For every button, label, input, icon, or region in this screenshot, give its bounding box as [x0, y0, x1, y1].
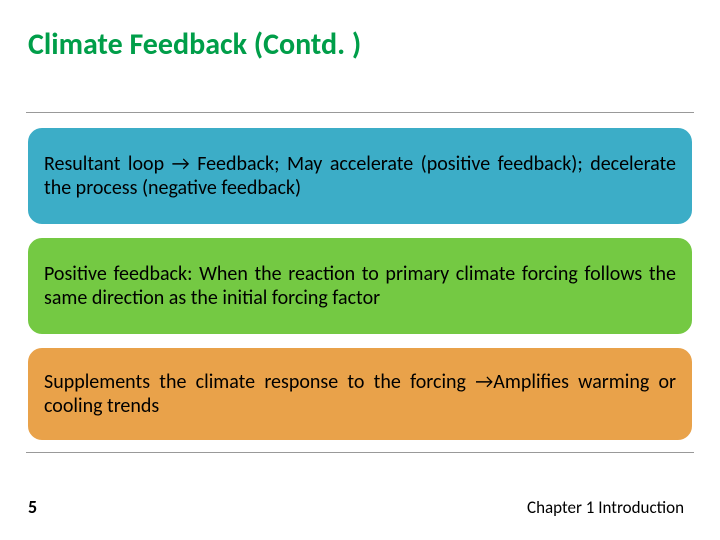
- feedback-box-1-text: Resultant loop → Feedback; May accelerat…: [44, 152, 676, 200]
- page-number: 5: [28, 496, 37, 518]
- slide-title: Climate Feedback (Contd. ): [28, 26, 361, 63]
- feedback-box-2: Positive feedback: When the reaction to …: [26, 236, 694, 336]
- feedback-box-1: Resultant loop → Feedback; May accelerat…: [26, 126, 694, 226]
- divider-top: [26, 112, 694, 113]
- chapter-label: Chapter 1 Introduction: [527, 497, 684, 518]
- feedback-box-3-text: Supplements the climate response to the …: [44, 370, 676, 418]
- feedback-box-3: Supplements the climate response to the …: [26, 346, 694, 442]
- feedback-box-2-text: Positive feedback: When the reaction to …: [44, 262, 676, 310]
- divider-bottom: [26, 452, 694, 453]
